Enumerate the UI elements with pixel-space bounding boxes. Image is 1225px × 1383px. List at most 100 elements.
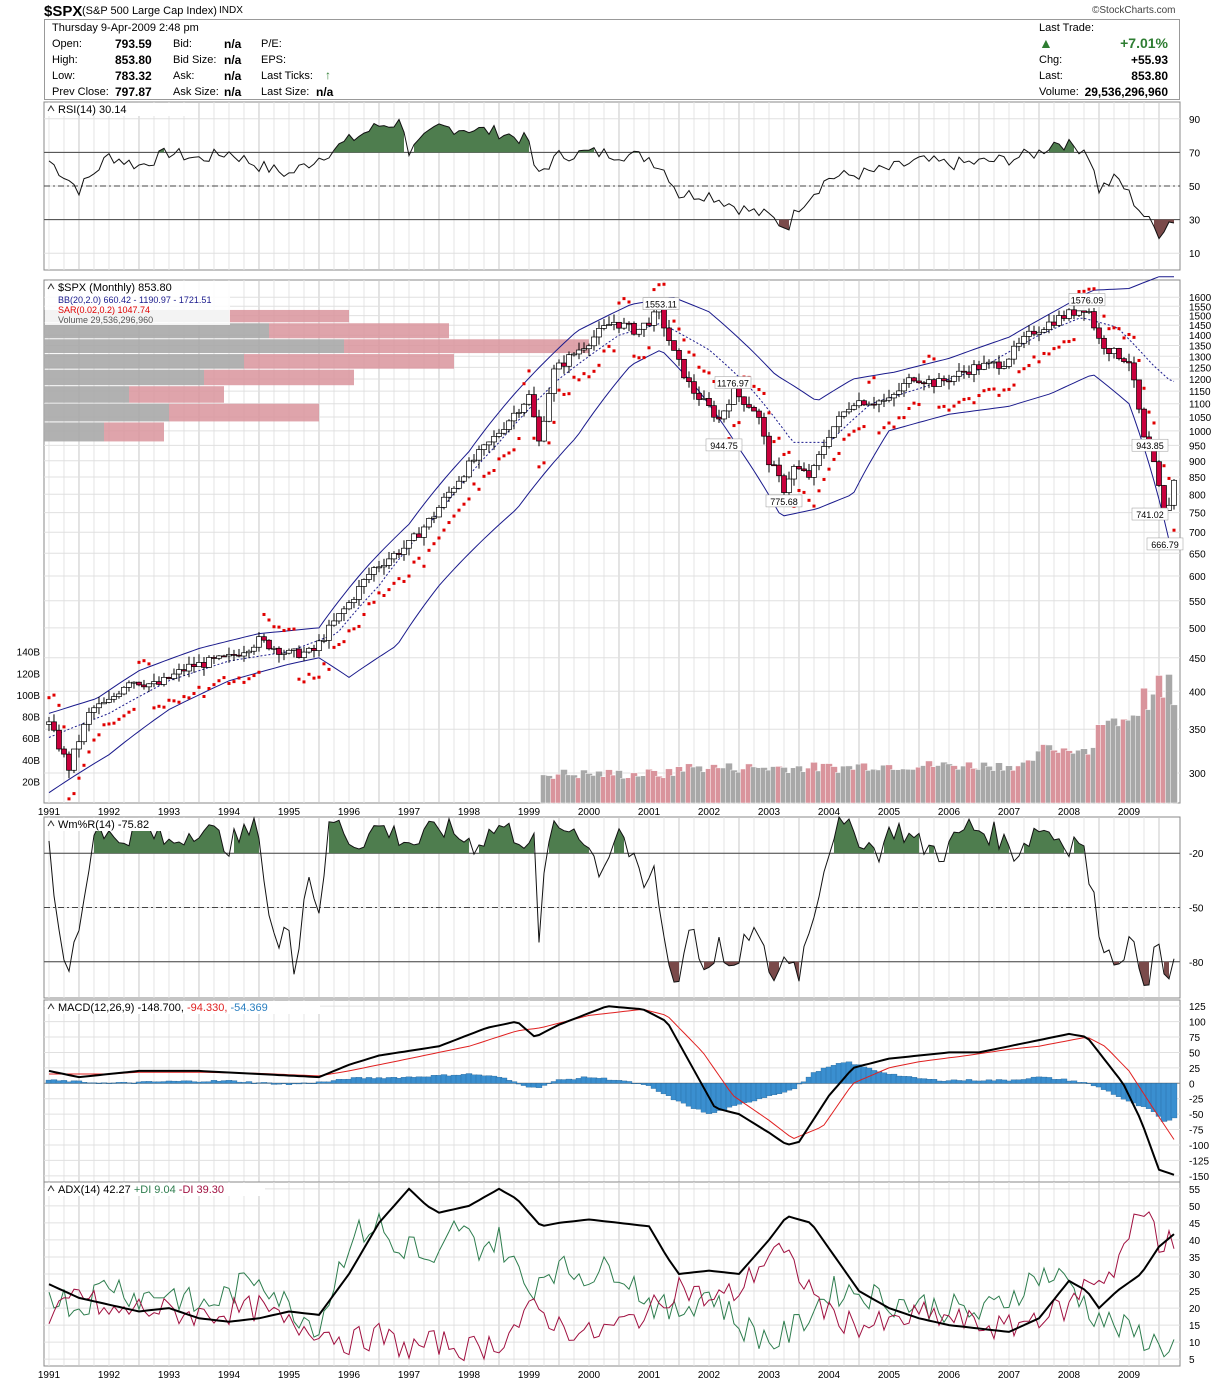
legend-bg: [45, 281, 230, 325]
sar-dot: [102, 723, 106, 727]
candle: [661, 308, 667, 329]
candle: [741, 396, 747, 405]
overbought-fill: [1023, 828, 1064, 854]
overbought-fill: [578, 147, 594, 153]
candle: [986, 361, 992, 364]
sar-dot: [857, 427, 861, 431]
candle: [936, 378, 942, 387]
candle: [1056, 315, 1062, 326]
candle: [581, 348, 587, 351]
sar-dot: [517, 437, 521, 441]
y-tick-label: 500: [1189, 624, 1206, 635]
candle: [66, 753, 72, 771]
sar-dot: [352, 627, 356, 631]
candle: [126, 682, 132, 688]
y-tick-label: 450: [1189, 654, 1206, 665]
sar-dot: [932, 357, 936, 361]
x-tick-label: 2004: [818, 807, 841, 818]
candle: [746, 404, 752, 408]
candle: [266, 639, 272, 650]
candle: [1136, 379, 1142, 410]
volume-by-price-bar: [44, 369, 204, 386]
sar-dot: [527, 369, 531, 373]
sar-dot: [337, 643, 341, 647]
y-tick-label: 1000: [1189, 427, 1212, 438]
candle: [386, 558, 392, 566]
y-tick-label: 25: [1189, 1287, 1201, 1298]
volume-by-price-bar: [44, 386, 129, 403]
overbought-fill: [333, 119, 404, 153]
sar-dot: [142, 659, 146, 663]
sar-dot: [537, 465, 541, 469]
candle: [501, 429, 507, 434]
sar-dot: [1037, 360, 1041, 364]
candle: [511, 412, 517, 422]
candle: [86, 712, 92, 725]
candle: [1001, 366, 1007, 369]
overbought-fill: [613, 828, 624, 854]
sar-dot: [982, 389, 986, 393]
sar-dot: [287, 627, 291, 631]
candle: [306, 647, 312, 653]
candle: [951, 375, 957, 382]
sar-dot: [482, 474, 486, 478]
candle: [136, 681, 142, 686]
sar-legend: SAR(0.02,0.2) 1047.74: [58, 305, 150, 315]
sar-dot: [322, 662, 326, 666]
candle: [776, 464, 782, 477]
candle: [456, 480, 462, 489]
sar-dot: [272, 625, 276, 629]
bidask-label: Ask Size:: [173, 86, 219, 98]
candle: [271, 647, 277, 650]
legend-bg: [45, 818, 195, 831]
sar-dot: [1112, 326, 1116, 330]
x-tick-label: 1997: [398, 807, 421, 818]
sar-dot: [387, 588, 391, 592]
volume-by-price-bar: [44, 422, 104, 442]
bollinger-upper: [48, 276, 1174, 714]
minus-di-line: [48, 1211, 1175, 1362]
macd-histogram-bar: [1070, 1080, 1078, 1084]
sar-dot: [297, 677, 301, 681]
sar-dot: [542, 461, 546, 465]
candle: [226, 654, 232, 657]
bidask-value: n/a: [224, 85, 242, 99]
price-annotation: 944.75: [710, 441, 738, 451]
bb-legend: BB(20,2.0) 660.42 - 1190.97 - 1721.51: [58, 295, 211, 305]
candle: [361, 579, 367, 587]
y-tick-label: 300: [1189, 769, 1206, 780]
candle: [841, 411, 847, 417]
candle: [416, 533, 422, 538]
candle: [916, 380, 922, 384]
bollinger-lower: [48, 350, 1175, 794]
sar-dot: [767, 411, 771, 415]
sar-dot: [967, 397, 971, 401]
candle: [601, 325, 607, 329]
sar-dot: [1042, 351, 1046, 355]
candle: [941, 378, 947, 382]
sar-dot: [1067, 339, 1071, 343]
candle: [531, 394, 537, 418]
candle: [1046, 321, 1052, 330]
candle: [376, 566, 382, 569]
index-name: (S&P 500 Large Cap Index): [82, 5, 217, 17]
sar-dot: [247, 677, 251, 681]
trade-label: Chg:: [1039, 54, 1063, 66]
candle: [76, 741, 82, 750]
x-tick-label: 1999: [518, 807, 541, 818]
candle: [91, 707, 97, 713]
candle: [466, 460, 472, 478]
indicator-icon: [47, 820, 55, 827]
y-tick-label: 50: [1189, 182, 1201, 193]
site-credit[interactable]: ©StockCharts.com: [1092, 5, 1176, 16]
candle: [591, 336, 597, 347]
candle: [406, 540, 412, 549]
sar-dot: [807, 498, 811, 502]
candle: [846, 408, 852, 413]
candle: [1026, 330, 1032, 337]
sar-dot: [402, 579, 406, 583]
sar-dot: [412, 560, 416, 564]
candle: [1101, 337, 1107, 349]
price-annotation-box: [714, 376, 752, 389]
sar-dot: [832, 457, 836, 461]
